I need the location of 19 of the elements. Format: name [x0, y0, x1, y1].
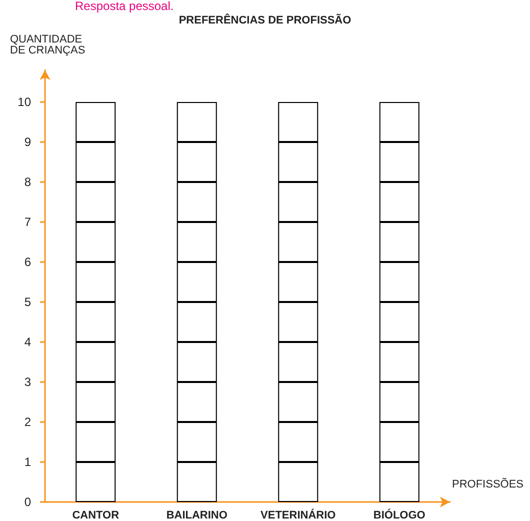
- y-tick-label: 4: [24, 335, 32, 349]
- y-tick-label: 1: [24, 455, 32, 469]
- y-tick-label: 10: [18, 95, 32, 109]
- y-tick-label: 3: [24, 375, 32, 389]
- text: Resposta pessoal.: [75, 0, 174, 13]
- x-tick-label: VETERINÁRIO: [260, 508, 336, 521]
- y-tick-label: 9: [24, 135, 32, 149]
- y-axis-title: QUANTIDADE DE CRIANÇAS: [10, 34, 86, 56]
- y-tick-label: 7: [24, 215, 32, 229]
- x-tick-label: BAILARINO: [166, 510, 228, 521]
- y-tick-label: 0: [24, 495, 32, 509]
- chart-title: PREFERÊNCIAS DE PROFISSÃO: [178, 14, 352, 26]
- y-tick-label: 2: [24, 415, 32, 429]
- y-tick-label: 8: [24, 175, 32, 189]
- x-tick-label: CANTOR: [72, 510, 120, 521]
- y-tick-label: 6: [24, 255, 32, 269]
- x-tick-label: BIÓLOGO: [373, 508, 426, 521]
- x-axis-title: PROFISSÕES: [452, 478, 524, 490]
- y-tick-label: 5: [24, 295, 32, 309]
